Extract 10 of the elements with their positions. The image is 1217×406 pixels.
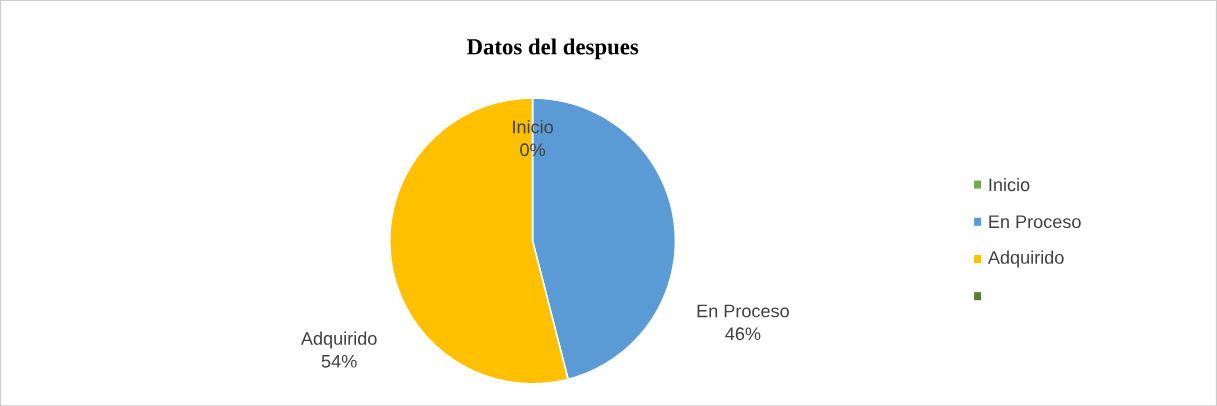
chart-title: Datos del despues [466,38,639,59]
legend-label: En Proceso [989,215,1081,228]
data-label: 54% [321,354,357,368]
legend-label: Adquirido [987,250,1064,268]
slice-label: Adquirido [300,331,377,349]
text: 0% [520,143,546,156]
category-label: Inicio [513,119,553,134]
slice-label: En Proceso [697,304,789,318]
legend-label: Inicio [989,177,1030,192]
data-label: 46% [725,327,761,340]
